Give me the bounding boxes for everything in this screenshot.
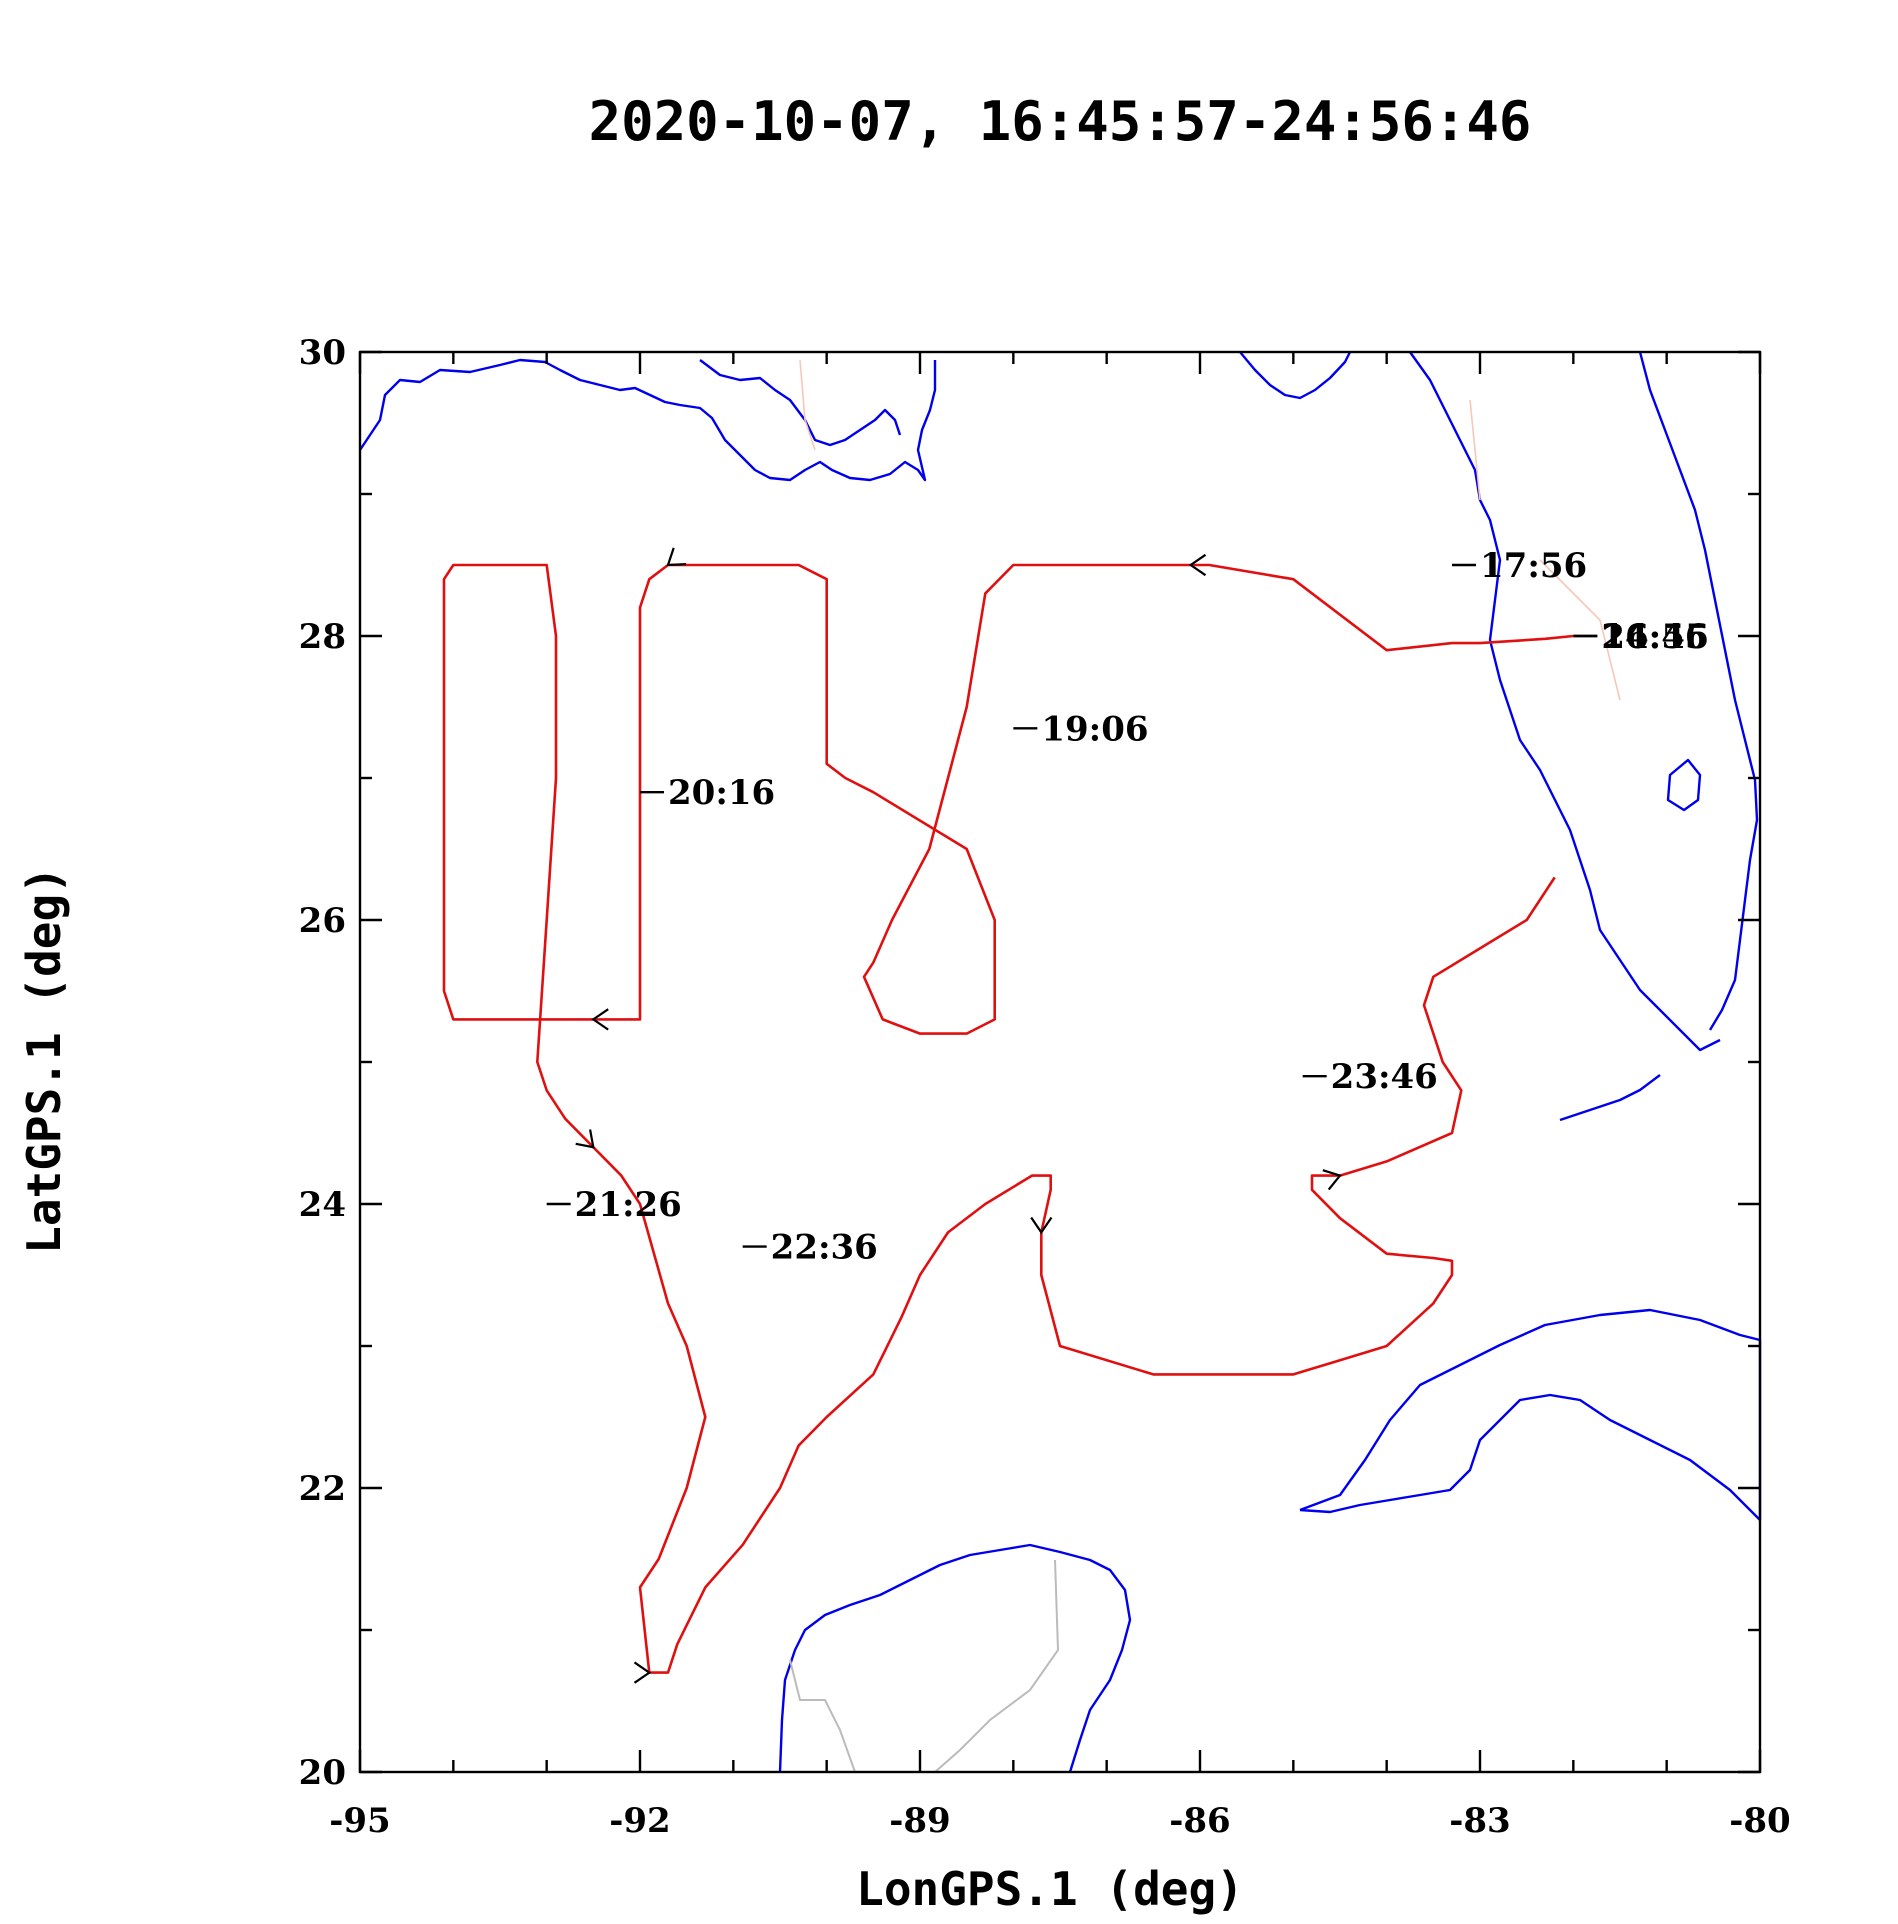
axis-ticks — [358, 350, 1762, 1774]
coastline-delta — [699, 359, 902, 447]
coastline-florida-east — [1638, 351, 1759, 1031]
flight-track-line — [442, 563, 1574, 1674]
coastline-cuba — [1299, 1308, 1762, 1522]
time-annotation: 21:26 — [546, 1185, 682, 1225]
time-annotation: 24:56 — [1573, 617, 1709, 657]
coastline-gulf-north — [359, 358, 937, 482]
direction-arrow — [1030, 1216, 1053, 1235]
time-annotation-label: 19:06 — [1041, 709, 1148, 749]
time-annotation-label: 17:56 — [1480, 546, 1587, 586]
lake-okeechobee — [1666, 758, 1702, 812]
map-background — [359, 351, 1762, 1773]
border-us-states — [799, 359, 1621, 701]
time-annotation-label: 16:45 — [1601, 617, 1708, 657]
border-yucatan-west — [789, 1659, 856, 1773]
time-annotation: 17:56 — [1452, 546, 1587, 586]
x-tick-label: -92 — [609, 1801, 670, 1841]
x-tick-labels: -95 -92 -89 -86 -83 -80 — [329, 1801, 1790, 1841]
time-annotation: 22:36 — [742, 1228, 878, 1268]
x-tick-label: -80 — [1729, 1801, 1790, 1841]
direction-arrows — [575, 547, 1342, 1684]
time-annotation-label: 20:16 — [668, 773, 775, 813]
x-tick-label: -89 — [889, 1801, 950, 1841]
y-axis-label: LatGPS.1 (deg) — [17, 866, 71, 1254]
chart-title: 2020-10-07, 16:45:57-24:56:46 — [589, 90, 1532, 153]
x-tick-label: -83 — [1449, 1801, 1510, 1841]
coastline-yucatan — [778, 1543, 1132, 1773]
y-tick-label: 24 — [299, 1185, 346, 1225]
direction-arrow — [575, 1129, 595, 1149]
direction-arrow — [633, 1661, 652, 1684]
y-tick-label: 30 — [299, 333, 346, 373]
y-tick-label: 22 — [299, 1469, 346, 1509]
x-tick-label: -95 — [329, 1801, 390, 1841]
time-annotation: 16:45 — [1573, 617, 1709, 657]
time-annotation: 19:06 — [1013, 709, 1149, 749]
border-yucatan — [934, 1559, 1060, 1773]
x-tick-label: -86 — [1169, 1801, 1230, 1841]
coastline-florida-panhandle — [1239, 351, 1352, 400]
coastline-florida-west — [1409, 351, 1721, 1052]
time-annotation: 20:16 — [640, 773, 775, 813]
florida-keys — [1559, 1074, 1661, 1122]
y-tick-labels: 20 22 24 26 28 30 — [299, 333, 346, 1793]
direction-arrow — [666, 547, 687, 567]
direction-arrow — [591, 1008, 609, 1031]
y-tick-label: 28 — [299, 617, 346, 657]
y-tick-label: 26 — [299, 901, 346, 941]
time-annotation-label: 22:36 — [771, 1228, 878, 1268]
time-annotation: 23:46 — [1302, 1057, 1438, 1097]
direction-arrow — [1322, 1169, 1342, 1191]
direction-arrow — [1188, 553, 1207, 577]
time-annotation-label: 24:56 — [1601, 617, 1708, 657]
x-axis-label: LonGPS.1 (deg) — [856, 1862, 1244, 1916]
time-annotation-label: 23:46 — [1331, 1057, 1438, 1097]
time-annotation-label: 21:26 — [575, 1185, 682, 1225]
y-tick-label: 20 — [299, 1753, 346, 1793]
